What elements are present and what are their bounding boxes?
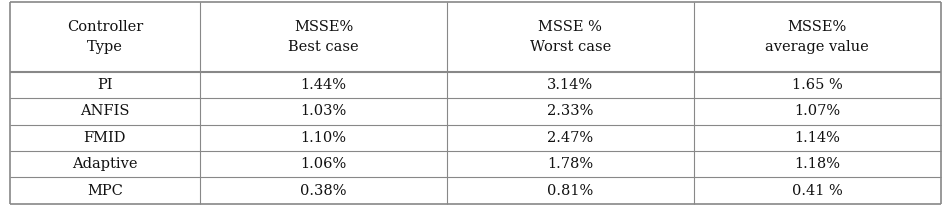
Text: 1.78%: 1.78%: [547, 157, 594, 171]
Text: 1.03%: 1.03%: [300, 104, 347, 118]
Text: 1.14%: 1.14%: [794, 131, 840, 145]
Text: MSSE%
average value: MSSE% average value: [766, 20, 869, 54]
Text: Adaptive: Adaptive: [72, 157, 138, 171]
Text: 1.06%: 1.06%: [300, 157, 347, 171]
Text: PI: PI: [97, 78, 113, 92]
Text: 2.33%: 2.33%: [547, 104, 594, 118]
Text: 1.18%: 1.18%: [794, 157, 840, 171]
Text: MSSE%
Best case: MSSE% Best case: [289, 20, 359, 54]
Text: 1.07%: 1.07%: [794, 104, 840, 118]
Text: 3.14%: 3.14%: [547, 78, 594, 92]
Text: 1.65 %: 1.65 %: [791, 78, 843, 92]
Text: 1.10%: 1.10%: [301, 131, 347, 145]
Text: 0.38%: 0.38%: [300, 184, 347, 198]
Text: MPC: MPC: [87, 184, 123, 198]
Text: ANFIS: ANFIS: [80, 104, 130, 118]
Text: Controller
Type: Controller Type: [66, 20, 143, 54]
Text: 1.44%: 1.44%: [301, 78, 347, 92]
Text: 2.47%: 2.47%: [547, 131, 594, 145]
Text: MSSE %
Worst case: MSSE % Worst case: [530, 20, 611, 54]
Text: FMID: FMID: [84, 131, 126, 145]
Text: 0.41 %: 0.41 %: [791, 184, 843, 198]
Text: 0.81%: 0.81%: [547, 184, 594, 198]
